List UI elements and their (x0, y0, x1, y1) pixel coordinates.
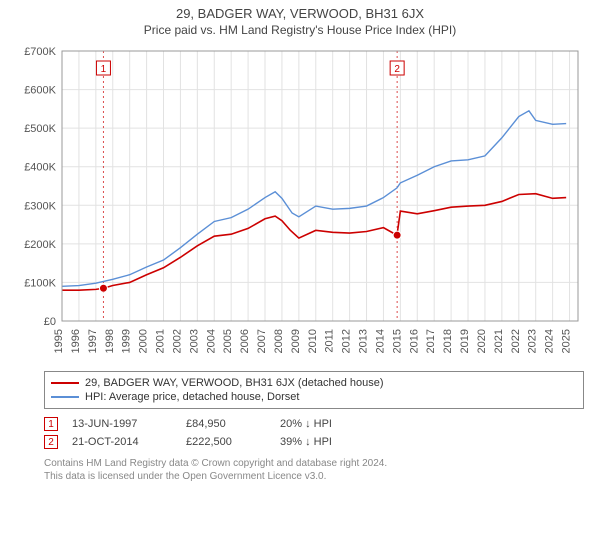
sale-row: 2 21-OCT-2014 £222,500 39% ↓ HPI (44, 433, 584, 451)
svg-text:£600K: £600K (24, 85, 56, 97)
svg-text:£100K: £100K (24, 277, 56, 289)
svg-text:£300K: £300K (24, 200, 56, 212)
svg-text:1998: 1998 (104, 329, 116, 353)
svg-text:2001: 2001 (155, 329, 167, 353)
svg-text:1997: 1997 (87, 329, 99, 353)
svg-text:2008: 2008 (273, 329, 285, 353)
chart-svg: £0 £100K £200K £300K £400K £500K £600K £700K 199… (12, 43, 588, 363)
legend-label-subject: 29, BADGER WAY, VERWOOD, BH31 6JX (detac… (85, 377, 384, 389)
sale-vs-hpi: 39% ↓ HPI (280, 436, 370, 448)
svg-text:2017: 2017 (425, 329, 437, 353)
sale-marker-box: 1 (44, 417, 58, 431)
svg-text:2003: 2003 (188, 329, 200, 353)
svg-text:2: 2 (394, 64, 400, 75)
footnote: Contains HM Land Registry data © Crown c… (44, 457, 584, 483)
footnote-line-1: Contains HM Land Registry data © Crown c… (44, 458, 387, 469)
sale-marker-box: 2 (44, 435, 58, 449)
sale-price: £222,500 (186, 436, 266, 448)
svg-text:2010: 2010 (307, 329, 319, 353)
sale-vs-hpi: 20% ↓ HPI (280, 418, 370, 430)
legend-row-hpi: HPI: Average price, detached house, Dors… (51, 390, 577, 404)
svg-text:2009: 2009 (290, 329, 302, 353)
svg-text:2014: 2014 (374, 329, 386, 353)
svg-text:2018: 2018 (442, 329, 454, 353)
svg-text:2025: 2025 (561, 329, 573, 353)
sale-row: 1 13-JUN-1997 £84,950 20% ↓ HPI (44, 415, 584, 433)
svg-text:2016: 2016 (408, 329, 420, 353)
legend-swatch-subject (51, 382, 79, 384)
svg-text:£200K: £200K (24, 239, 56, 251)
svg-text:£400K: £400K (24, 162, 56, 174)
svg-text:2002: 2002 (171, 329, 183, 353)
svg-text:2021: 2021 (493, 329, 505, 353)
sale-date: 13-JUN-1997 (72, 418, 172, 430)
svg-text:2023: 2023 (527, 329, 539, 353)
svg-text:2024: 2024 (544, 329, 556, 353)
svg-text:1999: 1999 (121, 329, 133, 353)
svg-text:2019: 2019 (459, 329, 471, 353)
price-chart: £0 £100K £200K £300K £400K £500K £600K £700K 199… (12, 43, 588, 363)
svg-text:1995: 1995 (53, 329, 65, 353)
legend-label-hpi: HPI: Average price, detached house, Dors… (85, 391, 299, 403)
legend-swatch-hpi (51, 396, 79, 398)
svg-text:2015: 2015 (391, 329, 403, 353)
svg-text:1996: 1996 (70, 329, 82, 353)
svg-text:2000: 2000 (138, 329, 150, 353)
svg-text:2005: 2005 (222, 329, 234, 353)
svg-text:2013: 2013 (358, 329, 370, 353)
svg-text:2012: 2012 (341, 329, 353, 353)
svg-text:2004: 2004 (205, 329, 217, 353)
svg-text:£700K: £700K (24, 46, 56, 58)
page-subtitle: Price paid vs. HM Land Registry's House … (0, 23, 600, 43)
svg-text:£500K: £500K (24, 123, 56, 135)
legend-row-subject: 29, BADGER WAY, VERWOOD, BH31 6JX (detac… (51, 376, 577, 390)
svg-text:2011: 2011 (324, 329, 336, 353)
svg-text:2007: 2007 (256, 329, 268, 353)
sale-price: £84,950 (186, 418, 266, 430)
sales-table: 1 13-JUN-1997 £84,950 20% ↓ HPI 2 21-OCT-2014… (44, 415, 584, 451)
footnote-line-2: This data is licensed under the Open Gov… (44, 471, 326, 482)
svg-text:£0: £0 (44, 316, 56, 328)
page-title: 29, BADGER WAY, VERWOOD, BH31 6JX (0, 0, 600, 23)
svg-text:2022: 2022 (510, 329, 522, 353)
legend: 29, BADGER WAY, VERWOOD, BH31 6JX (detac… (44, 371, 584, 409)
svg-text:2020: 2020 (476, 329, 488, 353)
svg-text:2006: 2006 (239, 329, 251, 353)
sale-date: 21-OCT-2014 (72, 436, 172, 448)
svg-text:1: 1 (101, 64, 107, 75)
